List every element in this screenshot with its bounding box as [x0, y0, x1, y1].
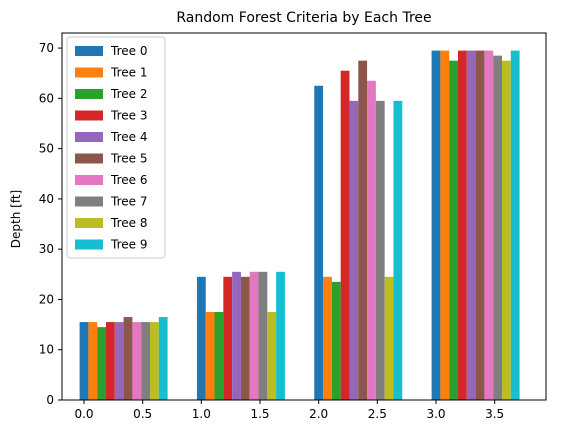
- bar-tree-9-group-2: [393, 100, 403, 400]
- y-tick-label: 30: [39, 242, 54, 256]
- legend: Tree 0 Tree 1 Tree 2 Tree 3 Tree 4 Tree 5 Tree…: [66, 36, 166, 259]
- bar-tree-7-group-2: [375, 100, 385, 400]
- bar-tree-1-group-2: [323, 276, 332, 400]
- legend-swatch-tree-7: [75, 196, 103, 207]
- bar-tree-1-group-3: [440, 50, 450, 401]
- legend-swatch-tree-3: [75, 110, 103, 121]
- chart-title: Random Forest Criteria by Each Tree: [176, 10, 431, 26]
- bar-tree-6-group-3: [484, 50, 494, 401]
- x-tick-label: 3.0: [426, 407, 445, 421]
- y-tick-label: 40: [39, 192, 54, 206]
- bar-tree-5-group-3: [475, 50, 485, 401]
- bar-tree-4-group-3: [466, 50, 476, 401]
- legend-label-tree-2: Tree 2: [110, 87, 147, 101]
- legend-swatch-tree-5: [75, 153, 103, 164]
- legend-swatch-tree-0: [75, 46, 103, 56]
- bar-tree-9-group-0: [158, 317, 168, 400]
- bar-tree-7-group-3: [493, 55, 502, 400]
- bar-tree-1-group-1: [205, 312, 215, 400]
- bar-tree-0-group-3: [431, 50, 441, 401]
- bar-tree-7-group-1: [258, 271, 268, 400]
- legend-swatch-tree-9: [75, 239, 103, 250]
- x-tick-label: 2.5: [368, 407, 387, 421]
- bar-tree-8-group-2: [384, 276, 394, 400]
- y-tick-label: 0: [46, 393, 54, 407]
- plot-frame: [61, 32, 547, 401]
- x-tick-label: 3.5: [485, 407, 504, 421]
- bar-tree-2-group-3: [449, 60, 458, 400]
- legend-swatch-tree-6: [75, 175, 103, 185]
- legend-label-tree-8: Tree 8: [110, 216, 147, 230]
- x-tick-label: 0.0: [74, 407, 93, 421]
- bar-tree-5-group-1: [240, 276, 250, 400]
- bar-tree-0-group-1: [196, 276, 206, 400]
- legend-swatch-tree-4: [75, 132, 103, 142]
- bar-tree-2-group-0: [97, 327, 106, 400]
- bar-tree-9-group-1: [276, 271, 285, 400]
- legend-swatch-tree-8: [75, 218, 103, 228]
- y-axis-ticks: 0 10 20 30 40 50 60 70: [39, 41, 62, 407]
- bar-tree-2-group-1: [214, 312, 224, 400]
- legend-swatch-tree-2: [75, 89, 103, 99]
- bar-tree-6-group-1: [249, 271, 259, 400]
- bar-tree-3-group-0: [106, 322, 115, 400]
- bar-tree-4-group-2: [349, 100, 359, 400]
- legend-label-tree-7: Tree 7: [110, 195, 147, 209]
- legend-label-tree-6: Tree 6: [110, 173, 147, 187]
- bar-tree-6-group-2: [367, 80, 376, 400]
- x-tick-label: 1.5: [250, 407, 269, 421]
- legend-label-tree-1: Tree 1: [110, 66, 147, 80]
- legend-label-tree-9: Tree 9: [110, 238, 147, 252]
- bar-tree-8-group-1: [267, 312, 277, 400]
- bar-tree-1-group-0: [88, 322, 98, 400]
- legend-label-tree-0: Tree 0: [110, 44, 147, 58]
- bar-tree-8-group-0: [150, 322, 159, 400]
- bar-tree-3-group-3: [458, 50, 467, 401]
- bar-tree-4-group-0: [114, 322, 124, 400]
- bar-tree-5-group-2: [358, 60, 368, 400]
- x-tick-label: 2.0: [309, 407, 328, 421]
- legend-swatch-tree-1: [75, 67, 103, 78]
- y-tick-label: 60: [39, 91, 54, 105]
- y-tick-label: 70: [39, 41, 54, 55]
- bar-tree-3-group-1: [223, 276, 233, 400]
- y-tick-label: 20: [39, 292, 54, 306]
- bar-tree-5-group-0: [123, 317, 133, 400]
- bar-tree-6-group-0: [132, 322, 142, 400]
- bar-tree-0-group-2: [314, 85, 324, 401]
- x-axis-ticks: 0.0 0.5 1.0 1.5 2.0 2.5 3.0 3.5: [74, 400, 504, 421]
- bar-tree-9-group-3: [510, 50, 520, 401]
- y-tick-label: 50: [39, 142, 54, 156]
- bar-tree-7-group-0: [141, 322, 150, 400]
- legend-label-tree-3: Tree 3: [110, 109, 147, 123]
- y-tick-label: 10: [39, 343, 54, 357]
- bar-tree-3-group-2: [340, 70, 350, 401]
- bar-group: [79, 50, 520, 401]
- legend-label-tree-4: Tree 4: [110, 130, 147, 144]
- x-tick-label: 0.5: [133, 407, 152, 421]
- bar-tree-2-group-2: [331, 281, 341, 400]
- bar-tree-4-group-1: [232, 271, 241, 400]
- bar-tree-0-group-0: [79, 322, 89, 400]
- bar-tree-8-group-3: [502, 60, 511, 400]
- legend-label-tree-5: Tree 5: [110, 152, 147, 166]
- y-axis-label: Depth [ft]: [9, 190, 23, 248]
- x-tick-label: 1.0: [192, 407, 211, 421]
